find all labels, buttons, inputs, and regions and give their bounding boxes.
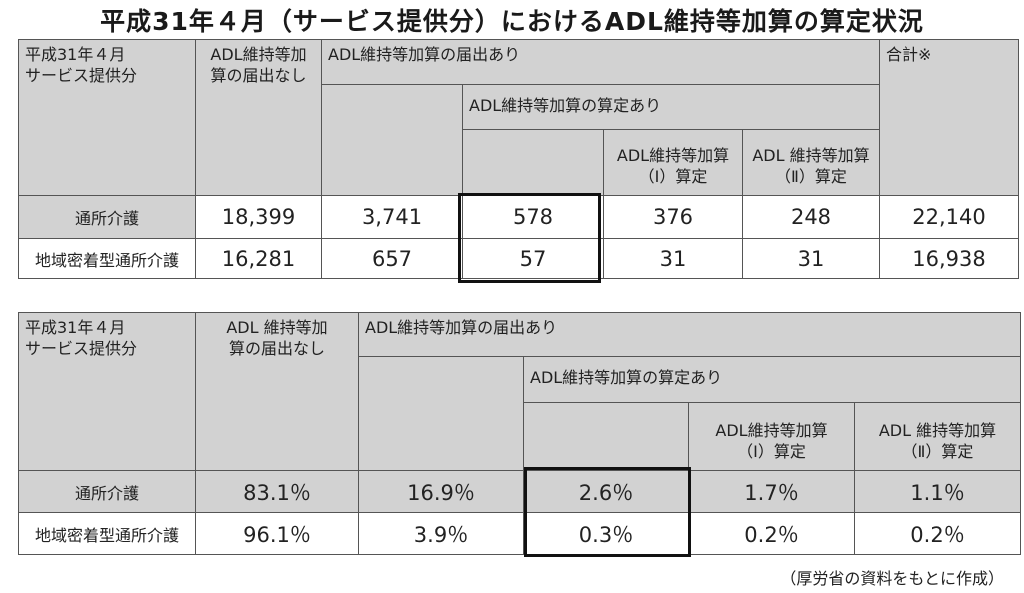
type1-value: 31 (603, 238, 743, 279)
calculated-value: 2.6％ (523, 470, 689, 513)
calculated-header: ADL維持等加算の算定あり (523, 356, 1021, 403)
table-row: 地域密着型通所介護 96.1％ 3.9％ 0.3％ 0.2％ 0.2％ (18, 512, 1021, 555)
row-label: 通所介護 (18, 470, 196, 513)
page-title: 平成31年４月（サービス提供分）におけるADL維持等加算の算定状況 (100, 7, 924, 36)
type2-header: ADL 維持等加算 （Ⅱ）算定 (854, 402, 1021, 471)
highlight-box (524, 467, 691, 557)
calculated-blank-cell (523, 402, 689, 471)
reported-value: 3,741 (321, 195, 463, 239)
row-label: 地域密着型通所介護 (18, 238, 196, 279)
type2-value: 0.2％ (854, 512, 1021, 555)
total-value: 22,140 (879, 195, 1019, 239)
type2-value: 1.1％ (854, 470, 1021, 513)
percentage-table: 平成31年４月 サービス提供分 ADL 維持等加 算の届出なし ADL維持等加算… (18, 312, 1021, 555)
source-note: （厚労省の資料をもとに作成） (780, 569, 1004, 588)
type1-value: 0.2％ (688, 512, 855, 555)
no-report-value: 96.1％ (195, 512, 359, 555)
type2-value: 31 (742, 238, 880, 279)
no-report-header: ADL 維持等加 算の届出なし (195, 312, 359, 471)
type2-header: ADL 維持等加算 （Ⅱ）算定 (742, 129, 880, 196)
reported-blank-cell (321, 84, 463, 196)
no-report-value: 18,399 (195, 195, 322, 239)
total-value: 16,938 (879, 238, 1019, 279)
type1-header: ADL維持等加算 （Ⅰ）算定 (603, 129, 743, 196)
reported-blank-cell (358, 356, 524, 471)
calculated-header: ADL維持等加算の算定あり (462, 84, 880, 130)
total-header: 合計※ (879, 39, 1019, 196)
no-report-header: ADL維持等加 算の届出なし (195, 39, 322, 196)
no-report-value: 83.1％ (195, 470, 359, 513)
period-header: 平成31年４月 サービス提供分 (18, 39, 196, 196)
reported-value: 657 (321, 238, 463, 279)
highlight-box (458, 193, 601, 283)
table-row: 通所介護 18,399 3,741 578 376 248 22,140 (18, 195, 1019, 239)
calculated-blank-cell (462, 129, 604, 196)
no-report-value: 16,281 (195, 238, 322, 279)
calculated-value: 57 (462, 238, 604, 279)
count-table: 平成31年４月 サービス提供分 ADL維持等加 算の届出なし ADL維持等加算の… (18, 39, 1019, 279)
period-header: 平成31年４月 サービス提供分 (18, 312, 196, 471)
type1-header: ADL維持等加算 （Ⅰ）算定 (688, 402, 855, 471)
row-label: 通所介護 (18, 195, 196, 239)
reported-value: 3.9％ (358, 512, 524, 555)
reported-header: ADL維持等加算の届出あり (358, 312, 1021, 357)
type1-value: 1.7％ (688, 470, 855, 513)
row-label: 地域密着型通所介護 (18, 512, 196, 555)
table-row: 地域密着型通所介護 16,281 657 57 31 31 16,938 (18, 238, 1019, 279)
type2-value: 248 (742, 195, 880, 239)
type1-value: 376 (603, 195, 743, 239)
reported-header: ADL維持等加算の届出あり (321, 39, 880, 85)
reported-value: 16.9％ (358, 470, 524, 513)
table-row: 通所介護 83.1％ 16.9％ 2.6％ 1.7％ 1.1％ (18, 470, 1021, 513)
